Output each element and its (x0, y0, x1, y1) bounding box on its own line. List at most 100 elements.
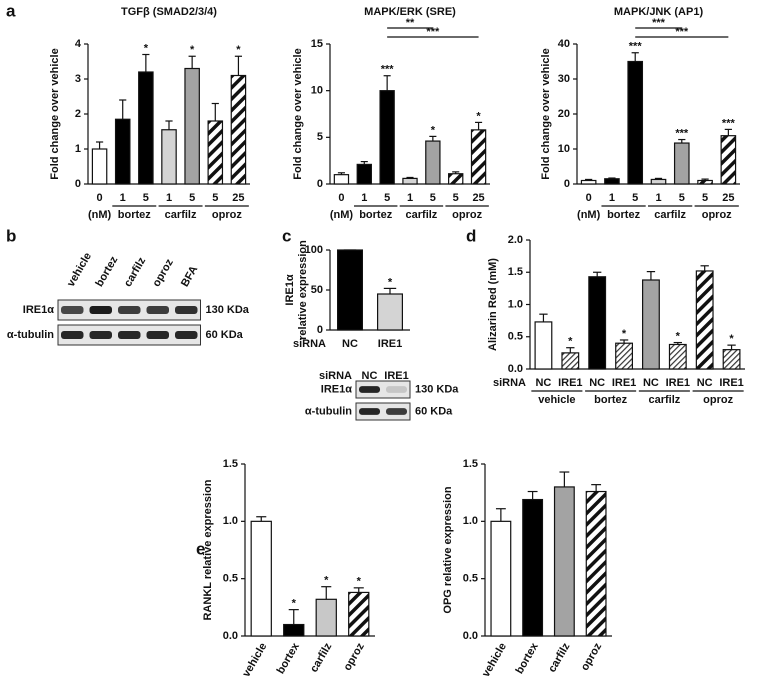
panel-label: c (282, 226, 291, 245)
row-label: α-tubulin (7, 329, 54, 341)
lane-label: BFA (179, 264, 200, 289)
significance: *** (722, 117, 736, 129)
x-tick-label: 0 (586, 192, 592, 204)
y-tick-label: 0 (317, 178, 323, 190)
bar (425, 140, 441, 185)
x-tick-label: IRE1 (666, 377, 690, 389)
significance: * (729, 333, 734, 345)
y-tick-label: 1.5 (508, 266, 523, 278)
bar (522, 498, 544, 637)
significance: * (190, 44, 195, 56)
bar (588, 276, 607, 370)
y-tick-label: 0.5 (223, 573, 238, 585)
y-tick-label: 1.0 (508, 298, 523, 310)
bar (673, 142, 690, 185)
x-tick-label: 1 (166, 192, 172, 204)
chart-title: MAPK/ERK (SRE) (364, 6, 456, 18)
bar (553, 486, 575, 637)
chart-title: MAPK/JNK (AP1) (614, 6, 704, 18)
bar (250, 520, 272, 637)
group-label: carfilz (406, 209, 438, 221)
x-tick-label: 5 (632, 192, 638, 204)
panel-label: a (6, 1, 16, 20)
comparison-label: *** (652, 17, 666, 29)
significance: * (388, 276, 393, 288)
panel-label: b (6, 226, 16, 245)
y-tick-label: 30 (558, 73, 570, 85)
y-tick-label: 15 (311, 38, 323, 50)
blot-band (359, 408, 380, 415)
size-label: 60 KDa (415, 405, 453, 417)
y-axis-label: OPG relative expression (442, 486, 454, 613)
x-tick-label: oproz (341, 641, 367, 673)
blot-frame (355, 380, 411, 399)
bar (668, 343, 687, 370)
significance: *** (381, 64, 395, 76)
bar (230, 74, 247, 185)
y-axis-label: Alizarin Red (mM) (487, 258, 499, 351)
x-tick-label: IRE1 (719, 377, 743, 389)
x-tick-label: oproz (579, 641, 605, 673)
bar (315, 598, 337, 637)
lane-label: NC (362, 370, 378, 382)
x-axis-label: siRNA (293, 338, 326, 350)
bar (695, 270, 714, 370)
group-label: oproz (212, 209, 242, 221)
significance: * (236, 44, 241, 56)
x-tick-label: 5 (679, 192, 685, 204)
significance: * (476, 110, 481, 122)
bar (348, 591, 370, 637)
bar (534, 321, 553, 370)
blot-band (118, 331, 141, 339)
bar (356, 163, 372, 185)
y-axis-label: relative expression (297, 240, 309, 340)
x-tick-label: vehicle (480, 641, 509, 679)
bar (91, 148, 108, 185)
group-label: carfilz (165, 209, 197, 221)
blot-band (61, 306, 84, 314)
y-tick-label: 0 (564, 178, 570, 190)
x-tick-label: bortex (514, 640, 542, 676)
y-axis-label: Fold change over vehicle (49, 48, 61, 179)
y-tick-label: 20 (558, 108, 570, 120)
group-label: bortez (118, 209, 152, 221)
x-tick-label: NC (342, 338, 358, 350)
lane-label: carfilz (122, 255, 149, 289)
x-tick-label: 5 (384, 192, 390, 204)
blot-band (118, 306, 141, 314)
row-label: IRE1α (321, 383, 352, 395)
group-label: bortez (594, 394, 628, 406)
significance: * (676, 330, 681, 342)
significance: * (324, 575, 329, 587)
group-label: oproz (702, 209, 732, 221)
y-tick-label: 40 (558, 38, 570, 50)
y-tick-label: 3 (75, 73, 81, 85)
bar (377, 293, 404, 331)
x-tick-label: IRE1 (378, 338, 402, 350)
y-tick-label: 4 (75, 38, 82, 50)
y-tick-label: 0.5 (463, 573, 478, 585)
bar (585, 490, 607, 637)
bar (114, 118, 131, 185)
size-label: 130 KDa (206, 304, 250, 316)
y-tick-label: 1.5 (463, 458, 478, 470)
y-tick-label: 1 (75, 143, 81, 155)
bar (650, 178, 667, 185)
group-label: oproz (452, 209, 482, 221)
y-tick-label: 10 (558, 143, 570, 155)
x-tick-label: NC (589, 377, 605, 389)
y-tick-label: 1.0 (463, 515, 478, 527)
bar (184, 67, 200, 185)
lane-label: vehicle (65, 251, 94, 289)
x-tick-label: IRE1 (612, 377, 636, 389)
bar (561, 352, 580, 370)
blot-frame (355, 402, 411, 421)
size-label: 130 KDa (415, 383, 459, 395)
y-tick-label: 5 (317, 131, 323, 143)
x-tick-label: 5 (212, 192, 218, 204)
y-tick-label: 0.5 (508, 331, 523, 343)
bar (604, 178, 620, 185)
blot-band (386, 386, 407, 393)
x-tick-label: carfilz (308, 641, 335, 675)
x-tick-label: 1 (361, 192, 367, 204)
